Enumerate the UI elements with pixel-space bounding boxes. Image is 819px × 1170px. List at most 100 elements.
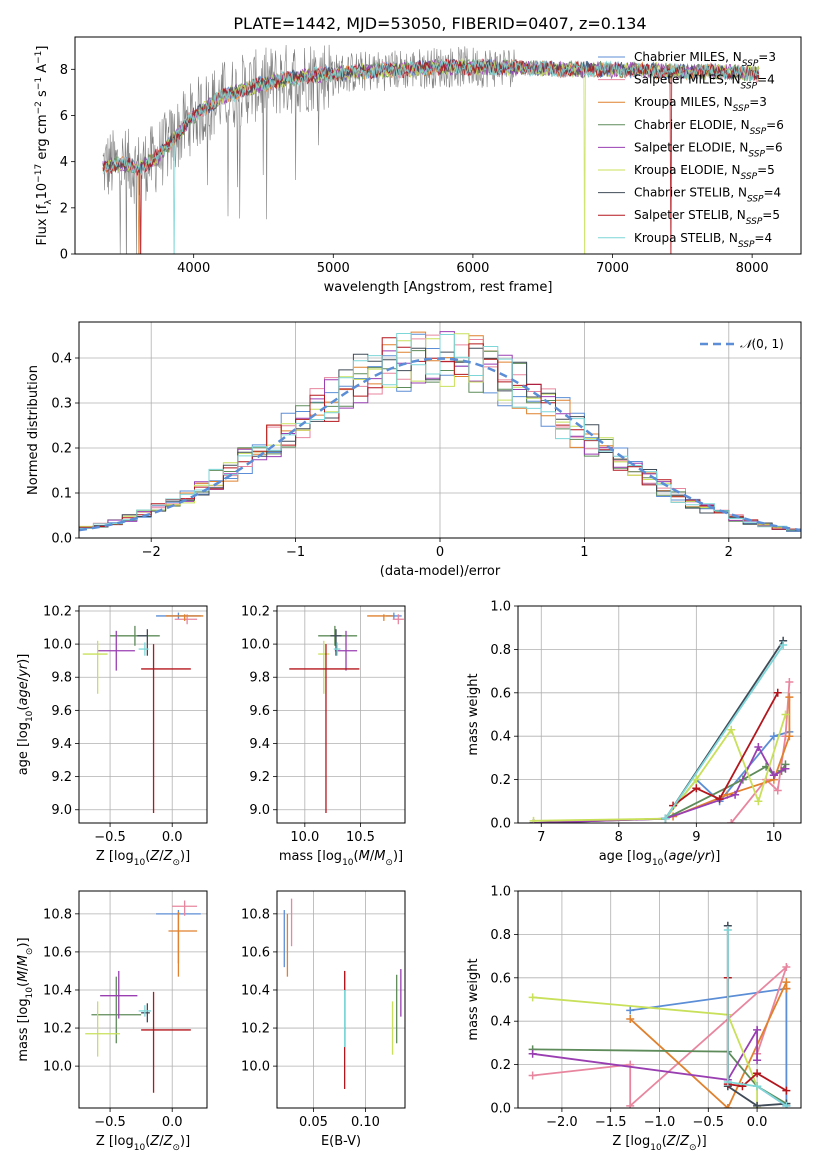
y-tick-label: 9.2 — [249, 770, 270, 785]
x-tick-label: 7000 — [596, 261, 629, 276]
x-axis-label: age [log10(age/yr)] — [599, 849, 721, 868]
weights-weight_vs_age — [529, 636, 794, 823]
errorbars-mass_vs_ebv — [283, 898, 402, 1089]
y-tick-label: 9.4 — [249, 737, 270, 752]
x-tick-label: 2 — [725, 545, 733, 560]
legend-label: Salpeter ELODIE, NSSP=6 — [634, 140, 783, 159]
weight-marker — [528, 1071, 537, 1080]
errorbars-age_vs_Z — [82, 612, 204, 814]
y-axis-label: mass weight — [466, 673, 481, 755]
figure-title: PLATE=1442, MJD=53050, FIBERID=0407, z=0… — [233, 14, 646, 33]
weight-marker — [781, 710, 790, 719]
y-axis-label: age [log10(age/yr)] — [16, 654, 35, 776]
weight-marker — [773, 688, 782, 697]
spectrum-lines — [102, 44, 760, 254]
weight-line — [664, 644, 784, 820]
legend-label-normal: 𝒩(0, 1) — [740, 337, 784, 351]
weight-marker — [753, 1069, 762, 1078]
y-tick-label: 10.2 — [241, 604, 270, 619]
y-tick-label: 10.0 — [241, 1060, 270, 1075]
labels-weight_vs_Z: Z [log10(Z/Z⊙)] mass weight — [466, 958, 707, 1153]
y-tick-label: 9.8 — [51, 671, 72, 686]
weight-marker — [661, 814, 670, 823]
y-tick-label: 0.3 — [51, 397, 72, 412]
y-tick-label: 0.4 — [490, 1015, 511, 1030]
weight-line — [672, 692, 779, 807]
weight-marker — [528, 993, 537, 1002]
weight-marker — [626, 1006, 635, 1015]
y-tick-label: 10.2 — [43, 1022, 72, 1037]
y-tick-label: 0.4 — [51, 352, 72, 367]
y-tick-label: 10.2 — [43, 604, 72, 619]
x-tick-label: 1 — [580, 545, 588, 560]
errorbar-point — [172, 900, 198, 916]
weight-marker — [785, 677, 794, 686]
y-tick-label: 0.4 — [490, 730, 511, 745]
weight-series — [529, 743, 790, 823]
x-tick-label: 9 — [692, 830, 700, 845]
x-axis-label: (data-model)/error — [380, 564, 501, 579]
x-tick-label: −0.5 — [693, 1115, 725, 1130]
errorbar-point — [334, 630, 358, 671]
labels-spectrum: wavelength [Angstrom, rest frame] Flux [f… — [34, 46, 552, 296]
legend-label: Chabrier ELODIE, NSSP=6 — [634, 118, 784, 137]
legend-label: Kroupa STELIB, NSSP=4 — [634, 231, 772, 250]
y-tick-label: 0.0 — [490, 817, 511, 832]
x-tick-label: 8 — [615, 830, 623, 845]
y-axis-label: mass weight — [466, 958, 481, 1040]
weight-line — [533, 714, 787, 822]
weight-marker — [754, 797, 763, 806]
weight-marker — [753, 1025, 762, 1034]
weights-weight_vs_Z — [528, 921, 791, 1108]
weight-marker — [727, 819, 736, 823]
x-axis-label: Z [log10(Z/Z⊙)] — [96, 1134, 190, 1153]
axes-weight_vs_Z: −2.0 −1.5 −1.0 −0.5 0.0 0.0 0.2 0.4 0.6 0.8 1.0 — [490, 885, 801, 1130]
weight-marker — [782, 1101, 791, 1108]
axes-age_vs_Z: −0.5 0.0 9.0 9.2 9.4 9.6 9.8 10.0 10.2 — [43, 604, 207, 845]
y-tick-label: 0.2 — [490, 773, 511, 788]
axes-frame-weight_vs_age — [517, 605, 802, 824]
weight-marker — [779, 641, 788, 650]
x-tick-label: −1.5 — [595, 1115, 627, 1130]
y-tick-label: 0.2 — [490, 1058, 511, 1073]
y-tick-label: 0.1 — [51, 487, 72, 502]
weight-series — [529, 760, 790, 823]
weight-marker — [781, 764, 790, 773]
y-tick-label: 6 — [60, 109, 68, 124]
y-tick-label: 0.0 — [51, 532, 72, 547]
axes-mass_vs_Z: −0.5 0.0 10.0 10.2 10.4 10.6 10.8 — [43, 891, 207, 1130]
y-axis-label: Normed distribution — [26, 365, 41, 495]
weight-marker — [785, 732, 794, 741]
y-tick-label: 10.0 — [43, 1060, 72, 1075]
x-tick-label: 0 — [436, 545, 444, 560]
weight-marker — [723, 926, 732, 935]
y-tick-label: 9.0 — [249, 803, 270, 818]
axes-weight_vs_age: 7 8 9 10 0.0 0.2 0.4 0.6 0.8 1.0 — [490, 600, 801, 845]
x-tick-label: 6000 — [456, 261, 489, 276]
x-axis-label: mass [log10(M/M⊙)] — [279, 849, 403, 868]
weight-series — [661, 641, 788, 823]
y-tick-label: 0.8 — [490, 643, 511, 658]
x-tick-label: 10.5 — [346, 830, 375, 845]
y-axis-label: mass [log10(M/M⊙)] — [16, 937, 35, 1061]
errorbar-point — [168, 911, 198, 977]
y-axis-label: Flux [fλ10−17 erg cm−2 s−1 A−1] — [34, 46, 54, 246]
x-tick-label: 7 — [537, 830, 545, 845]
y-tick-label: 0.2 — [51, 442, 72, 457]
y-tick-label: 9.0 — [51, 803, 72, 818]
x-tick-label: 0.0 — [162, 830, 183, 845]
weight-series — [669, 693, 794, 821]
labels-age_vs_mass: mass [log10(M/M⊙)] — [279, 849, 403, 868]
weight-marker — [769, 732, 778, 741]
axes-spectrum: 4000 5000 6000 7000 8000 0 2 4 6 8 — [60, 63, 769, 276]
errorbar-point — [330, 629, 342, 656]
errorbar-point — [165, 614, 204, 621]
x-tick-label: 8000 — [736, 261, 769, 276]
axes-age_vs_mass: 10.0 10.5 9.0 9.2 9.4 9.6 9.8 10.0 10.2 — [241, 604, 405, 845]
axes-frame-spectrum — [74, 36, 802, 255]
legend-label: Kroupa ELODIE, NSSP=5 — [634, 163, 775, 182]
labels-residual_hist: (data-model)/error Normed distribution — [26, 365, 501, 579]
y-tick-label: 9.2 — [51, 770, 72, 785]
